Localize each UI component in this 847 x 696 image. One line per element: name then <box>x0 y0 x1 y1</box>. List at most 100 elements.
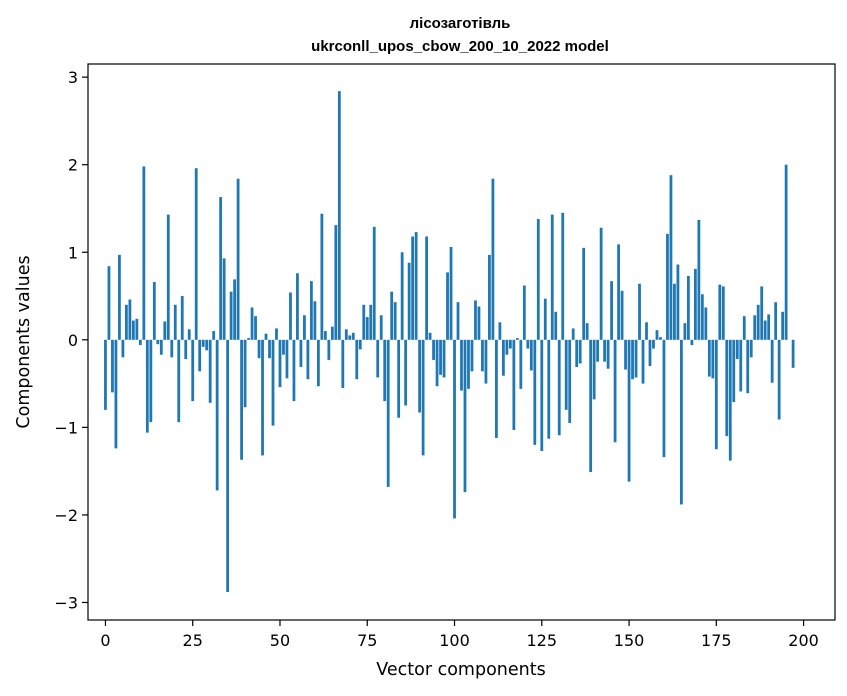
bar-92 <box>425 236 428 340</box>
bar-2 <box>111 339 114 393</box>
bar-131 <box>561 212 565 340</box>
bar-68 <box>341 339 345 388</box>
bar-100 <box>453 339 456 519</box>
bar-179 <box>728 339 732 461</box>
bar-150 <box>627 339 631 482</box>
bar-164 <box>676 264 680 340</box>
bar-28 <box>201 339 205 347</box>
y-tick-label: 2 <box>68 156 78 175</box>
bar-106 <box>474 300 477 340</box>
bar-91 <box>421 339 425 456</box>
y-tick-label: −3 <box>54 593 78 612</box>
bar-27 <box>198 339 202 372</box>
bar-107 <box>477 306 481 340</box>
bar-51 <box>282 339 285 355</box>
bar-116 <box>508 339 512 349</box>
bar-81 <box>386 339 390 487</box>
bar-66 <box>334 225 338 340</box>
bar-64 <box>327 339 331 360</box>
bar-80 <box>383 339 387 402</box>
bar-163 <box>673 283 676 340</box>
bar-153 <box>638 283 641 340</box>
y-axis-label: Components values <box>14 255 34 428</box>
bar-30 <box>208 339 212 403</box>
bar-193 <box>777 339 781 420</box>
bar-97 <box>442 339 446 378</box>
bar-135 <box>575 339 579 367</box>
bar-11 <box>142 166 146 340</box>
bar-124 <box>536 218 540 340</box>
bar-125 <box>540 339 544 452</box>
bar-195 <box>784 164 788 340</box>
bar-48 <box>271 339 275 426</box>
bar-145 <box>610 281 613 340</box>
bar-86 <box>404 339 408 406</box>
bar-76 <box>369 304 373 340</box>
bar-103 <box>463 339 467 493</box>
x-tick-label: 125 <box>527 631 558 650</box>
bar-52 <box>285 339 289 379</box>
bar-121 <box>526 339 530 349</box>
bar-156 <box>648 339 652 367</box>
bar-20 <box>173 304 177 340</box>
bar-130 <box>557 339 561 436</box>
bar-151 <box>631 339 634 380</box>
bar-82 <box>390 291 394 340</box>
y-tick-label: 0 <box>68 331 78 350</box>
bar-173 <box>707 339 711 377</box>
bar-144 <box>606 339 610 369</box>
bar-129 <box>554 311 558 340</box>
bar-105 <box>470 339 474 372</box>
bars-group <box>104 91 795 592</box>
bar-169 <box>693 268 697 340</box>
bar-25 <box>191 339 195 402</box>
x-tick-label: 200 <box>788 631 819 650</box>
bar-14 <box>152 282 156 340</box>
bar-53 <box>289 292 292 340</box>
bar-3 <box>114 339 118 449</box>
x-axis-ticks: 0 25 50 75 100 125 150 175 200 <box>100 620 819 650</box>
bar-95 <box>435 339 439 387</box>
bar-35 <box>226 339 230 592</box>
plot-frame <box>87 63 836 621</box>
bar-15 <box>156 339 160 345</box>
bar-189 <box>763 320 767 340</box>
bar-9 <box>135 318 139 340</box>
bar-87 <box>407 262 411 340</box>
bar-42 <box>250 307 254 340</box>
bar-4 <box>118 254 121 340</box>
bar-46 <box>264 333 268 340</box>
bar-154 <box>641 339 645 384</box>
bar-194 <box>781 311 785 340</box>
bar-190 <box>767 314 771 340</box>
bar-123 <box>533 339 537 445</box>
bar-57 <box>303 315 306 340</box>
bar-1 <box>107 266 111 340</box>
bar-98 <box>446 272 449 340</box>
bar-138 <box>585 323 589 340</box>
bar-181 <box>735 339 739 360</box>
bar-155 <box>645 322 648 340</box>
bar-77 <box>372 226 376 340</box>
bar-88 <box>411 236 415 340</box>
bar-60 <box>313 301 317 340</box>
bar-61 <box>316 339 320 387</box>
bar-177 <box>721 286 725 340</box>
bar-136 <box>578 339 582 364</box>
bar-69 <box>344 329 348 340</box>
x-tick-label: 75 <box>357 631 377 650</box>
bar-59 <box>310 281 313 340</box>
bar-166 <box>683 323 687 340</box>
x-tick-label: 25 <box>183 631 203 650</box>
bar-147 <box>617 244 620 340</box>
bar-178 <box>725 339 729 437</box>
bar-90 <box>418 339 422 413</box>
bar-43 <box>254 316 257 340</box>
bar-54 <box>292 339 296 402</box>
bar-13 <box>149 339 153 423</box>
bar-112 <box>495 339 498 438</box>
bar-127 <box>547 339 551 439</box>
bar-182 <box>739 339 743 392</box>
bar-111 <box>491 178 495 340</box>
